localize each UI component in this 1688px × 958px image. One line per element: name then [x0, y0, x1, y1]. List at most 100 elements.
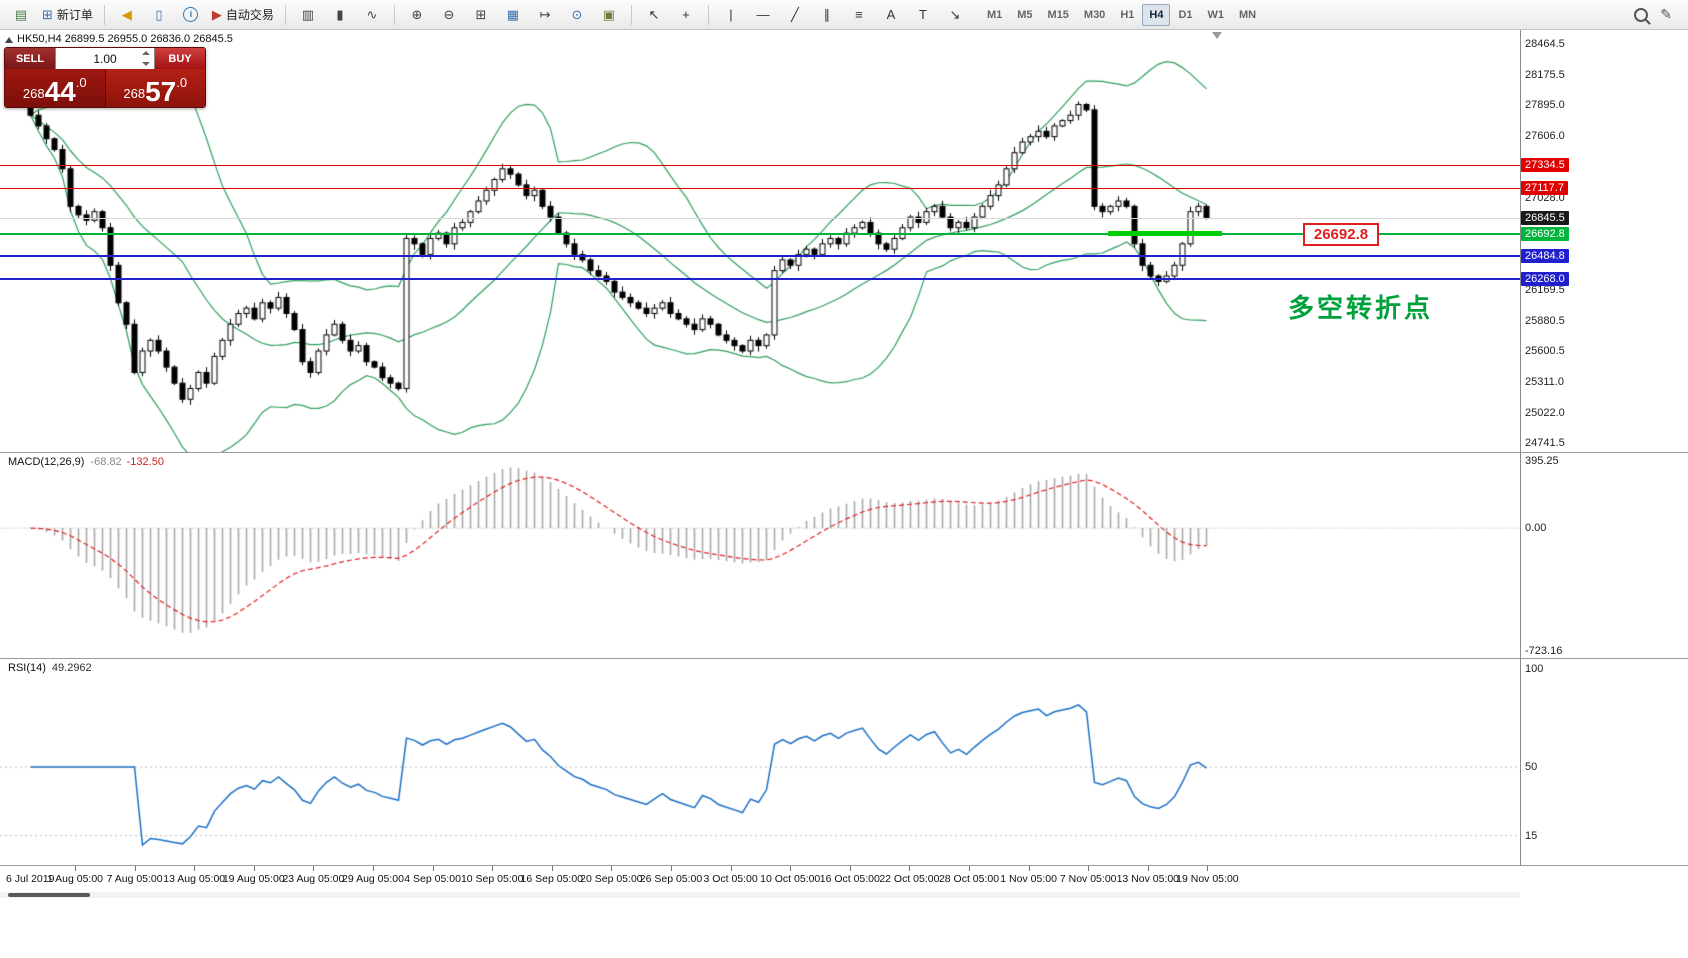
macd-value: -68.82	[90, 456, 122, 468]
trendline-tool-icon: ╱	[791, 7, 799, 22]
auto-arrange-button[interactable]: ▦	[498, 4, 528, 26]
price-axis-label: 26169.5	[1525, 283, 1565, 296]
cursor-tool[interactable]: ↖	[639, 4, 669, 26]
horizontal-line-tool[interactable]: —	[748, 4, 778, 26]
macd-canvas[interactable]	[0, 453, 1520, 658]
line-chart-mode-button-icon: ∿	[366, 7, 378, 22]
time-axis-label: 6 Jul 2019	[6, 873, 55, 885]
horizontal-line-27117.7[interactable]	[0, 187, 1520, 189]
tile-windows-button[interactable]: ⊞	[466, 4, 496, 26]
horizontal-line-26268[interactable]	[0, 278, 1520, 281]
tab-timeframe-m1[interactable]: M1	[986, 8, 1003, 21]
new-chart-button[interactable]: ▤	[6, 4, 36, 26]
crosshair-tool[interactable]: +	[671, 4, 701, 26]
horizontal-line-27334.5[interactable]	[0, 164, 1520, 166]
rsi-label: RSI(14) 49.2962	[8, 662, 92, 674]
period-button[interactable]: ⊙	[562, 4, 592, 26]
text-tool[interactable]: A	[876, 4, 906, 26]
trendline-tool[interactable]: ╱	[780, 4, 810, 26]
horizontal-line-tool-icon: —	[756, 7, 770, 22]
tab-timeframe-mn[interactable]: MN	[1239, 8, 1257, 21]
turning-point-note[interactable]: 多空转折点	[1288, 293, 1434, 323]
macd-axis-label: 395.25	[1525, 455, 1559, 467]
zoom-out-button-icon: ⊖	[443, 7, 455, 22]
candlestick-mode-button[interactable]: ▮	[325, 4, 355, 26]
print-preview-button[interactable]: ▯	[144, 4, 174, 26]
quantity-stepper[interactable]	[140, 51, 152, 66]
stepper-down-icon[interactable]	[142, 62, 150, 66]
quick-edit-icon[interactable]: ✎	[1660, 6, 1672, 22]
bar-chart-mode-button[interactable]: ▥	[293, 4, 323, 26]
chart-shift-button-icon: ↦	[539, 7, 551, 22]
rsi-panel: RSI(14) 49.2962	[0, 658, 1688, 865]
chart-shift-marker-icon[interactable]	[1212, 32, 1222, 39]
vertical-line-tool[interactable]: |	[716, 4, 746, 26]
arrows-tool[interactable]: ↘	[940, 4, 970, 26]
tab-timeframe-w1[interactable]: W1	[1207, 8, 1225, 21]
tab-timeframe-h1[interactable]: H1	[1120, 8, 1135, 21]
rsi-canvas[interactable]	[0, 659, 1520, 865]
support-segment[interactable]	[1108, 231, 1222, 237]
macd-signal-value: -132.50	[126, 456, 164, 468]
time-axis-label: 10 Oct 05:00	[760, 873, 821, 885]
new-order-button[interactable]: ⊞ 新订单	[38, 4, 97, 26]
buy-button[interactable]: BUY	[155, 48, 205, 69]
time-axis-label: 28 Oct 05:00	[938, 873, 1000, 885]
buy-price-big: 57	[145, 76, 177, 108]
templates-button[interactable]: ▣	[594, 4, 624, 26]
buy-price-prefix: 268	[123, 86, 146, 101]
one-click-trading-toggle-icon[interactable]	[5, 37, 13, 43]
macd-axis-label: 0.00	[1525, 522, 1547, 535]
tab-timeframe-d1[interactable]: D1	[1178, 8, 1193, 21]
toolbar-separator	[707, 4, 709, 25]
stepper-up-icon[interactable]	[142, 51, 150, 55]
horizontal-scrollbar-thumb[interactable]	[8, 893, 90, 897]
auto-trading-button[interactable]: ▶ 自动交易	[208, 4, 278, 26]
sell-button[interactable]: SELL	[5, 48, 55, 69]
price-tag-26484.8: 26484.8	[1521, 249, 1569, 264]
price-axis-label: 25022.0	[1525, 406, 1565, 419]
time-axis-label: 19 Aug 05:00	[222, 873, 285, 885]
quantity-field[interactable]: 1.00	[55, 48, 155, 69]
horizontal-line-26484.8[interactable]	[0, 255, 1520, 258]
sell-price[interactable]: 268 44.0	[5, 69, 105, 107]
text-label-tool[interactable]: T	[908, 4, 938, 26]
macd-axis-label: -723.16	[1525, 645, 1563, 658]
info-button[interactable]: i	[176, 4, 206, 26]
toolbar-right: ✎	[1634, 6, 1682, 23]
line-chart-mode-button[interactable]: ∿	[357, 4, 387, 26]
price-tag-27334.5: 27334.5	[1521, 158, 1569, 173]
search-icon[interactable]	[1634, 7, 1649, 22]
time-axis-tick	[551, 866, 553, 871]
time-axis: 6 Jul 2019 1 Aug 05:00 7 Aug 05:00 13 Aug 0…	[0, 865, 1688, 890]
horizontal-line-26692.8[interactable]	[0, 232, 1520, 235]
macd-label: MACD(12,26,9) -68.82 -132.50	[8, 456, 164, 468]
tab-timeframe-m30[interactable]: M30	[1083, 8, 1106, 21]
horizontal-scrollbar[interactable]	[0, 892, 1520, 898]
rsi-name: RSI(14)	[8, 662, 46, 674]
crosshair-tool-icon: +	[682, 7, 690, 22]
tab-timeframe-m5[interactable]: M5	[1017, 8, 1033, 21]
arrows-tool-icon: ↘	[949, 7, 961, 22]
rsi-axis-label: 50	[1525, 761, 1538, 773]
alert-sound-button[interactable]: ◀	[112, 4, 142, 26]
price-note-label[interactable]: 26692.8	[1303, 222, 1379, 246]
time-axis-tick	[313, 866, 315, 871]
tab-timeframe-m15[interactable]: M15	[1047, 8, 1069, 21]
time-axis-label: 29 Aug 05:00	[342, 873, 404, 885]
time-axis-label: 13 Nov 05:00	[1116, 873, 1180, 885]
time-axis-tick	[1028, 866, 1030, 871]
alert-sound-button-icon: ◀	[121, 7, 132, 22]
tab-timeframe-h4[interactable]: H4	[1142, 3, 1171, 26]
zoom-out-button[interactable]: ⊖	[434, 4, 464, 26]
price-axis-label: 27606.0	[1525, 130, 1565, 142]
fibonacci-tool[interactable]: ≡	[844, 4, 874, 26]
channel-tool[interactable]: ∥	[812, 4, 842, 26]
zoom-in-button[interactable]: ⊕	[402, 4, 432, 26]
chart-shift-button[interactable]: ↦	[530, 4, 560, 26]
buy-price[interactable]: 268 57.0	[104, 69, 205, 108]
rsi-axis-label: 100	[1525, 663, 1544, 675]
price-tag-26845.5: 26845.5	[1521, 210, 1569, 225]
templates-button-icon: ▣	[602, 7, 616, 22]
main-chart-canvas[interactable]	[0, 30, 1520, 452]
